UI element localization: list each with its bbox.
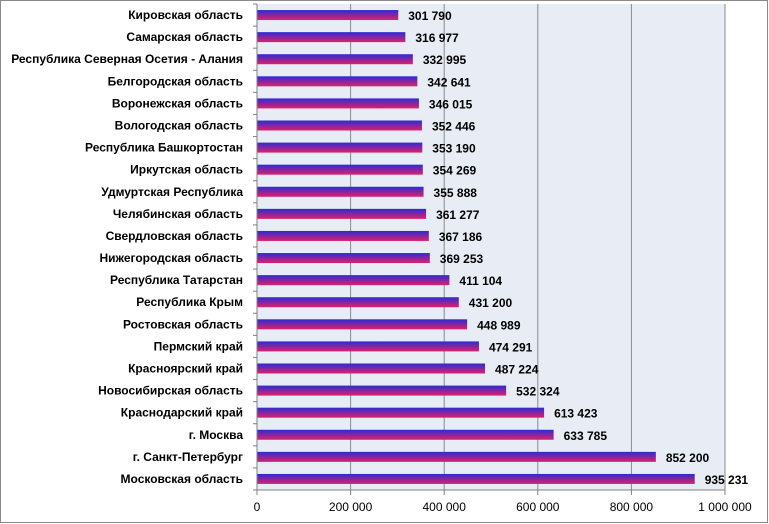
bar	[257, 98, 419, 109]
category-label: г. Москва	[189, 428, 244, 442]
category-label: Пермский край	[154, 339, 243, 353]
bar	[257, 142, 423, 153]
x-tick-labels: 0 200 000 400 000 600 000 800 000 1 000 000	[254, 500, 752, 514]
bar	[257, 341, 479, 352]
value-label: 474 291	[489, 340, 533, 354]
bar	[257, 297, 459, 308]
category-label: Кировская область	[128, 8, 243, 22]
bar	[257, 54, 413, 65]
bar	[257, 407, 545, 418]
value-label: 353 190	[432, 142, 476, 156]
x-tick-label: 800 000	[610, 500, 654, 514]
category-label: Республика Крым	[136, 295, 243, 309]
value-label: 613 423	[554, 407, 598, 421]
value-label: 355 888	[434, 186, 478, 200]
bar	[257, 164, 423, 175]
category-label: г. Санкт-Петербург	[133, 450, 243, 464]
bar	[257, 473, 695, 484]
value-label: 367 186	[439, 230, 483, 244]
category-label: Удмуртская Республика	[101, 185, 243, 199]
bar	[257, 363, 486, 374]
bar	[257, 76, 418, 87]
value-label: 487 224	[495, 363, 539, 377]
value-label: 935 231	[705, 473, 749, 487]
category-label: Красноярский край	[128, 362, 243, 376]
value-label: 332 995	[423, 53, 467, 67]
category-label: Московская область	[121, 472, 243, 486]
bars	[257, 10, 695, 484]
category-label: Краснодарский край	[121, 406, 243, 420]
category-label: Иркутская область	[130, 163, 243, 177]
x-tick-label: 200 000	[329, 500, 373, 514]
category-label: Самарская область	[126, 30, 243, 44]
category-label: Новосибирская область	[98, 384, 243, 398]
category-label: Республика Северная Осетия - Алания	[11, 52, 243, 66]
value-label: 342 641	[427, 75, 471, 89]
value-label: 633 785	[564, 429, 608, 443]
x-tick-label: 600 000	[516, 500, 560, 514]
bar	[257, 253, 430, 264]
x-tick-label: 400 000	[423, 500, 467, 514]
category-label: Ростовская область	[123, 317, 243, 331]
x-tick-label: 1 000 000	[698, 500, 752, 514]
value-label: 369 253	[440, 252, 484, 266]
category-label: Республика Башкортостан	[85, 141, 243, 155]
value-label: 354 269	[433, 164, 477, 178]
bar	[257, 275, 450, 286]
value-label: 852 200	[666, 451, 710, 465]
value-label: 532 324	[516, 385, 560, 399]
bar	[257, 230, 429, 241]
category-label: Воронежская область	[112, 96, 243, 110]
value-label: 411 104	[459, 274, 502, 288]
bar	[257, 319, 468, 330]
bar	[257, 385, 507, 396]
bar	[257, 208, 427, 219]
bar	[257, 429, 554, 440]
bar	[257, 32, 406, 43]
value-label: 361 277	[436, 208, 480, 222]
value-label: 346 015	[429, 97, 473, 111]
value-label: 352 446	[432, 120, 476, 134]
category-label: Нижегородская область	[99, 251, 243, 265]
category-label: Вологодская область	[115, 119, 243, 133]
bar	[257, 186, 424, 197]
category-label: Челябинская область	[113, 207, 243, 221]
x-tick-label: 0	[254, 500, 261, 514]
category-labels: Кировская область Самарская область Респуб…	[11, 8, 243, 486]
value-label: 316 977	[415, 31, 459, 45]
value-label: 301 790	[408, 9, 452, 23]
value-label: 431 200	[469, 296, 513, 310]
category-label: Белгородская область	[108, 74, 243, 88]
value-label: 448 989	[477, 318, 521, 332]
axes	[253, 3, 726, 495]
value-labels: 301 790 316 977 332 995 342 641 346 015 352 4…	[408, 9, 748, 487]
bar	[257, 120, 422, 131]
category-label: Свердловская область	[106, 229, 243, 243]
bar	[257, 451, 656, 462]
bar	[257, 10, 399, 21]
category-label: Республика Татарстан	[110, 273, 243, 287]
